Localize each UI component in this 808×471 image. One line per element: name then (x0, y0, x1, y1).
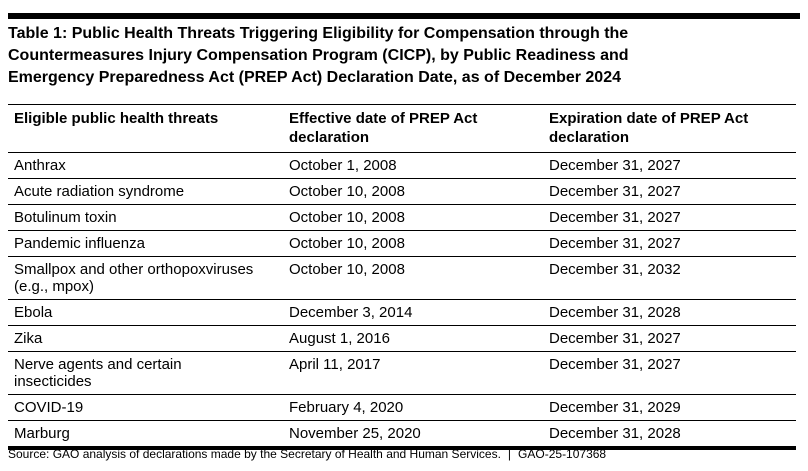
table-cell-effective_date: October 10, 2008 (283, 230, 543, 257)
table-cell-expiration_date: December 31, 2027 (543, 178, 796, 205)
table-title-line-3: Emergency Preparedness Act (PREP Act) De… (8, 69, 621, 86)
table-cell-threat: Acute radiation syndrome (8, 178, 283, 205)
table-cell-expiration_date: December 31, 2029 (543, 394, 796, 421)
table-header: Eligible public health threats Effective… (8, 104, 796, 153)
table-cell-threat: COVID-19 (8, 394, 283, 421)
table-row: Nerve agents and certain insecticides Apr… (8, 351, 796, 395)
table-row: COVID-19 February 4, 2020 December 31, 202… (8, 394, 796, 421)
table-cell-threat: Zika (8, 325, 283, 352)
table-cell-threat: Botulinum toxin (8, 204, 283, 231)
table-cell-expiration_date: December 31, 2027 (543, 351, 796, 395)
table-row: Pandemic influenza October 10, 2008 Decemb… (8, 230, 796, 257)
table-cell-expiration_date: December 31, 2027 (543, 152, 796, 179)
table-cell-effective_date: December 3, 2014 (283, 299, 543, 326)
table-title-line-1: Table 1: Public Health Threats Triggerin… (8, 25, 629, 42)
table-row: Zika August 1, 2016 December 31, 2027 (8, 325, 796, 352)
source-separator: | (507, 447, 512, 461)
table-cell-expiration_date: December 31, 2028 (543, 299, 796, 326)
table-cell-effective_date: October 10, 2008 (283, 178, 543, 205)
table-cell-threat: Marburg (14, 425, 70, 442)
table-row: Ebola December 3, 2014 December 31, 2028 (8, 299, 796, 326)
table-cell-effective_date: August 1, 2016 (283, 325, 543, 352)
table-cell-threat: Pandemic influenza (8, 230, 283, 257)
table-cell-expiration_date: December 31, 2027 (543, 325, 796, 352)
column-header-expiration-date: Expiration date of PREP Act declaration (543, 104, 796, 153)
table-cell-expiration_date: December 31, 2027 (543, 204, 796, 231)
table-row: Smallpox and other orthopoxviruses (e.g.… (8, 256, 796, 300)
table-cell-threat: Anthrax (8, 152, 283, 179)
table-row: Anthrax October 1, 2008 December 31, 2027 (8, 152, 796, 179)
table-cell-effective_date: October 10, 2008 (283, 204, 543, 231)
column-header-threats: Eligible public health threats (8, 104, 283, 153)
report-number: GAO-25-107368 (518, 447, 607, 461)
table-title: Table 1: Public Health Threats Triggerin… (8, 23, 788, 89)
column-header-effective-date: Effective date of PREP Act declaration (283, 104, 543, 153)
table-cell-effective_date: November 25, 2020 (289, 425, 421, 442)
table-cell-effective_date: April 11, 2017 (283, 351, 543, 395)
source-note: Source: GAO analysis of declarations mad… (8, 447, 800, 462)
table-cell-threat: Smallpox and other orthopoxviruses (e.g.… (8, 256, 283, 300)
table-cell-threat: Nerve agents and certain insecticides (8, 351, 283, 395)
table-cell-effective_date: February 4, 2020 (283, 394, 543, 421)
table-header-row: Eligible public health threats Effective… (8, 104, 796, 153)
table-row: Acute radiation syndrome October 10, 2008… (8, 178, 796, 205)
table-cell-expiration_date: December 31, 2032 (543, 256, 796, 300)
table-cell-effective_date: October 10, 2008 (283, 256, 543, 300)
table-row: Botulinum toxin October 10, 2008 December … (8, 204, 796, 231)
table-row: Marburg November 25, 2020 December 31, 202… (8, 421, 796, 449)
table-body: Anthrax October 1, 2008 December 31, 2027 A… (8, 152, 796, 449)
table-cell-threat: Ebola (8, 299, 283, 326)
data-table: Eligible public health threats Effective… (8, 104, 796, 450)
table-cell-expiration_date: December 31, 2028 (549, 425, 681, 442)
page-top-rule (8, 13, 800, 19)
table-cell-effective_date: October 1, 2008 (283, 152, 543, 179)
source-text: Source: GAO analysis of declarations mad… (8, 447, 501, 461)
table-title-line-2: Countermeasures Injury Compensation Prog… (8, 47, 629, 64)
table-cell-expiration_date: December 31, 2027 (543, 230, 796, 257)
